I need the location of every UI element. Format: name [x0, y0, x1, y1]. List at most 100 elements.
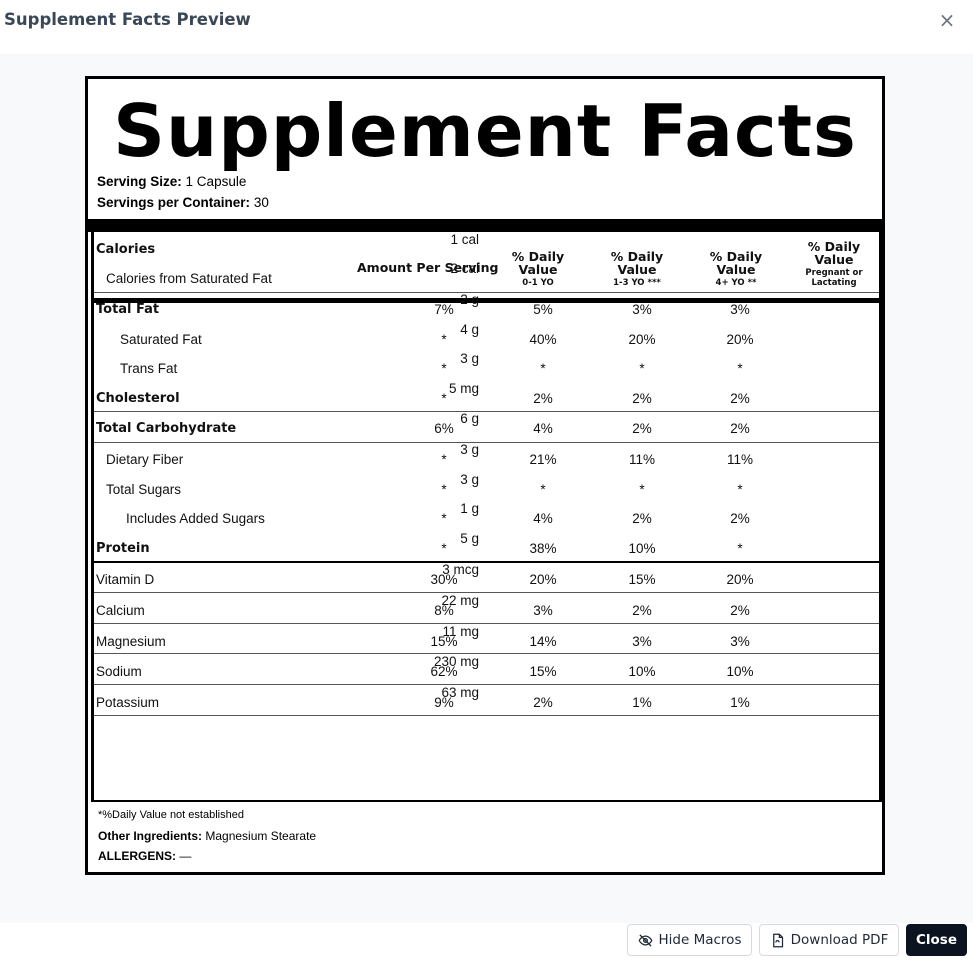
daily-value-cell: 2%: [730, 421, 750, 436]
row-separator: [94, 561, 879, 563]
row-separator: [94, 623, 879, 624]
daily-value-cell: *: [737, 361, 743, 376]
daily-value-cell: *: [441, 482, 447, 497]
nutrient-row: Magnesium 11 mg 15% 14% 3% 3%: [94, 624, 879, 653]
daily-value-cell: *: [540, 482, 546, 497]
allergens: ALLERGENS: —: [98, 849, 191, 863]
nutrient-name: Total Fat: [96, 302, 160, 317]
ingredients-value: Magnesium Stearate: [205, 829, 317, 843]
label-title: Supplement Facts: [113, 89, 857, 173]
allergens-label: ALLERGENS:: [98, 849, 176, 863]
row-separator: [94, 411, 879, 412]
daily-value-cell: 7%: [434, 302, 454, 317]
close-icon[interactable]: ×: [938, 8, 956, 32]
nutrient-amount: 2 cal: [450, 261, 479, 276]
ingredients-label: Other Ingredients:: [98, 829, 203, 843]
row-separator: [94, 715, 879, 716]
daily-value-cell: 62%: [430, 664, 458, 679]
daily-value-cell: 9%: [434, 695, 454, 710]
header-rule: [94, 298, 879, 303]
nutrient-amount: 22 mg: [441, 593, 479, 608]
daily-value-cell: 20%: [529, 572, 557, 587]
row-separator: [94, 442, 879, 443]
nutrient-row: Sodium 230 mg 62% 15% 10% 10%: [94, 654, 879, 683]
daily-value-cell: 2%: [533, 695, 553, 710]
daily-value-cell: *: [639, 361, 645, 376]
hide-macros-button[interactable]: Hide Macros: [627, 924, 752, 956]
servings-label: Servings per Container:: [97, 195, 251, 210]
row-separator: [94, 592, 879, 593]
daily-value-cell: 11%: [726, 452, 754, 467]
daily-value-cell: 3%: [533, 603, 553, 618]
dialog-title: Supplement Facts Preview: [4, 10, 251, 29]
nutrient-name: Potassium: [96, 695, 160, 710]
footnote: *%Daily Value not established: [98, 809, 244, 821]
nutrient-row: Cholesterol 5 mg * 2% 2% 2%: [94, 381, 879, 410]
daily-value-cell: 20%: [726, 572, 754, 587]
nutrient-name: Total Carbohydrate: [96, 421, 237, 436]
dv-header-title: % Daily Value: [511, 249, 565, 277]
close-button[interactable]: Close: [906, 924, 967, 956]
daily-value-cell: 1%: [632, 695, 652, 710]
hide-macros-label: Hide Macros: [658, 932, 742, 948]
nutrient-amount: 4 g: [460, 322, 479, 337]
daily-value-cell: 4%: [533, 511, 553, 526]
daily-value-cell: 4%: [533, 421, 553, 436]
daily-value-cell: 40%: [529, 332, 557, 347]
daily-value-cell: 2%: [632, 511, 652, 526]
daily-value-cell: 2%: [730, 511, 750, 526]
daily-value-cell: 10%: [628, 664, 656, 679]
nutrient-row: Total Fat 2 g 7% 5% 3% 3%: [94, 292, 879, 321]
daily-value-cell: 20%: [628, 332, 656, 347]
download-pdf-button[interactable]: Download PDF: [759, 924, 899, 956]
daily-value-cell: 6%: [434, 421, 454, 436]
dv-header-1-3: % Daily Value 1-3 YO ***: [591, 250, 683, 288]
nutrient-amount: 11 mg: [442, 624, 479, 639]
daily-value-cell: 14%: [529, 634, 557, 649]
daily-value-cell: 15%: [430, 634, 458, 649]
file-pdf-icon: [772, 933, 783, 947]
daily-value-cell: *: [737, 541, 743, 556]
nutrient-name: Total Sugars: [106, 482, 182, 497]
daily-value-cell: 3%: [730, 634, 750, 649]
daily-value-cell: *: [441, 541, 447, 556]
daily-value-cell: 2%: [632, 391, 652, 406]
nutrient-amount: 5 g: [460, 531, 479, 546]
nutrient-amount: 230 mg: [433, 654, 479, 669]
dv-header-title: % Daily Value: [709, 249, 763, 277]
daily-value-cell: 10%: [726, 664, 754, 679]
dialog-header: Supplement Facts Preview ×: [0, 0, 973, 54]
footer-rule: [91, 800, 882, 802]
nutrient-name: Calories from Saturated Fat: [106, 271, 272, 286]
daily-value-cell: 3%: [730, 302, 750, 317]
daily-value-cell: *: [441, 332, 447, 347]
dv-header-pregnant: % Daily Value Pregnant or Lactating: [788, 240, 880, 288]
dv-header-sub: 1-3 YO ***: [613, 278, 661, 288]
thick-divider: [88, 219, 882, 232]
nutrient-name: Sodium: [96, 664, 142, 679]
nutrient-table: Amount Per Serving % Daily Value 0-1 YO …: [91, 232, 882, 800]
dv-header-4plus: % Daily Value 4+ YO **: [690, 250, 782, 288]
daily-value-cell: *: [639, 482, 645, 497]
close-label: Close: [915, 932, 957, 948]
nutrient-amount: 2 g: [460, 292, 479, 307]
table-header: Amount Per Serving % Daily Value 0-1 YO …: [94, 232, 880, 303]
daily-value-cell: 1%: [730, 695, 750, 710]
daily-value-cell: 15%: [529, 664, 557, 679]
daily-value-cell: 2%: [533, 391, 553, 406]
nutrient-amount: 1 g: [460, 501, 479, 516]
amount-header: Amount Per Serving: [357, 260, 499, 275]
nutrient-name: Protein: [96, 541, 150, 556]
dv-header-0-1: % Daily Value 0-1 YO: [492, 250, 584, 288]
daily-value-cell: *: [441, 452, 447, 467]
nutrient-row: Potassium 63 mg 9% 2% 1% 1%: [94, 685, 879, 714]
daily-value-cell: 21%: [529, 452, 557, 467]
eye-off-icon: [638, 933, 652, 947]
nutrient-name: Includes Added Sugars: [126, 511, 265, 526]
nutrient-amount: 3 g: [460, 472, 479, 487]
nutrient-amount: 3 g: [460, 351, 479, 366]
other-ingredients: Other Ingredients: Magnesium Stearate: [98, 829, 316, 843]
dv-header-sub: 0-1 YO: [522, 278, 554, 288]
daily-value-cell: *: [441, 391, 447, 406]
supplement-facts-label: Supplement Facts Serving Size: 1 Capsule…: [85, 76, 885, 875]
